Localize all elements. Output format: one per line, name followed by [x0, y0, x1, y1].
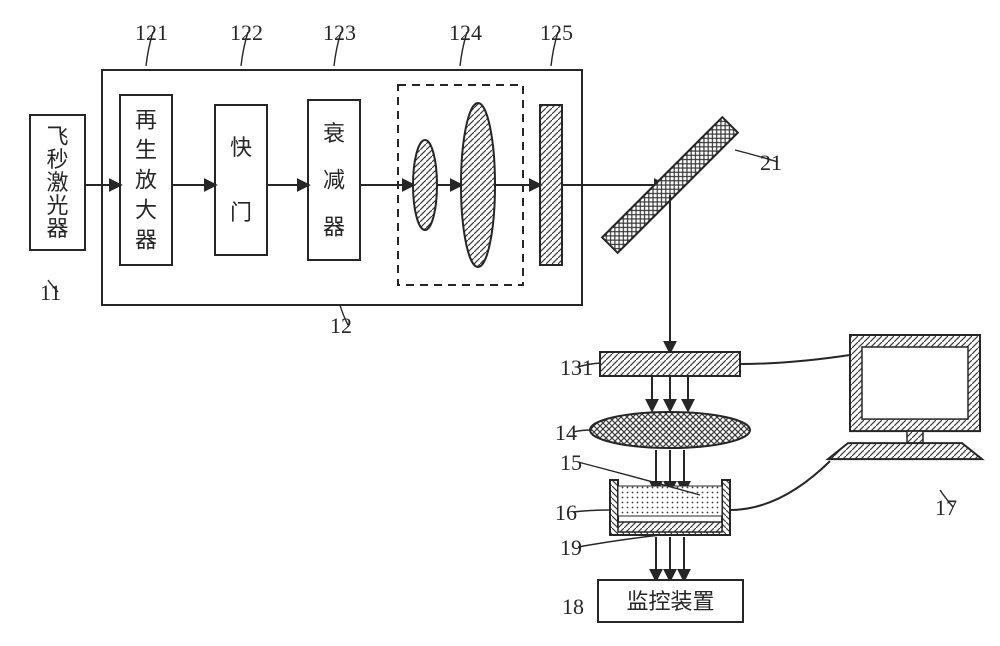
label-123: 衰 [323, 121, 345, 146]
liquid-15 [618, 486, 722, 516]
label-11: 秒 [46, 147, 68, 172]
label-121: 大 [135, 198, 157, 223]
substrate-19 [618, 522, 722, 532]
ref-16: 16 [555, 500, 577, 525]
label-121: 生 [135, 138, 157, 163]
modulator-131 [600, 352, 740, 376]
label-11: 光 [46, 193, 68, 218]
box-122 [215, 105, 267, 255]
ref-14: 14 [555, 420, 577, 445]
ref-19: 19 [560, 535, 582, 560]
ref-18: 18 [562, 594, 584, 619]
ref-124: 124 [449, 20, 482, 45]
label-121: 放 [135, 168, 157, 193]
label-122: 快 [230, 135, 252, 160]
plate-125 [540, 105, 562, 265]
ref-11: 11 [40, 280, 61, 305]
lens-124a [413, 140, 437, 230]
ref-121: 121 [135, 20, 168, 45]
ref-21: 21 [760, 150, 782, 175]
ref-125: 125 [540, 20, 573, 45]
label-123: 减 [323, 168, 345, 193]
ref-12: 12 [330, 313, 352, 338]
ref-131: 131 [560, 355, 593, 380]
ref-17: 17 [935, 495, 957, 520]
ref-123: 123 [323, 20, 356, 45]
label-123: 器 [323, 214, 345, 239]
label-121: 再 [135, 108, 157, 133]
label-11: 飞 [46, 124, 68, 149]
ref-122: 122 [230, 20, 263, 45]
cable-17-131 [740, 355, 850, 364]
ref-15: 15 [560, 450, 582, 475]
label-11: 器 [46, 216, 68, 241]
label-121: 器 [135, 228, 157, 253]
label-11: 激 [46, 170, 68, 195]
label-18: 监控装置 [626, 589, 714, 614]
label-122: 门 [230, 200, 252, 225]
lens-14 [590, 412, 750, 448]
lens-124b [461, 103, 495, 267]
cable-17-16 [730, 461, 830, 510]
computer-17 [828, 335, 982, 459]
